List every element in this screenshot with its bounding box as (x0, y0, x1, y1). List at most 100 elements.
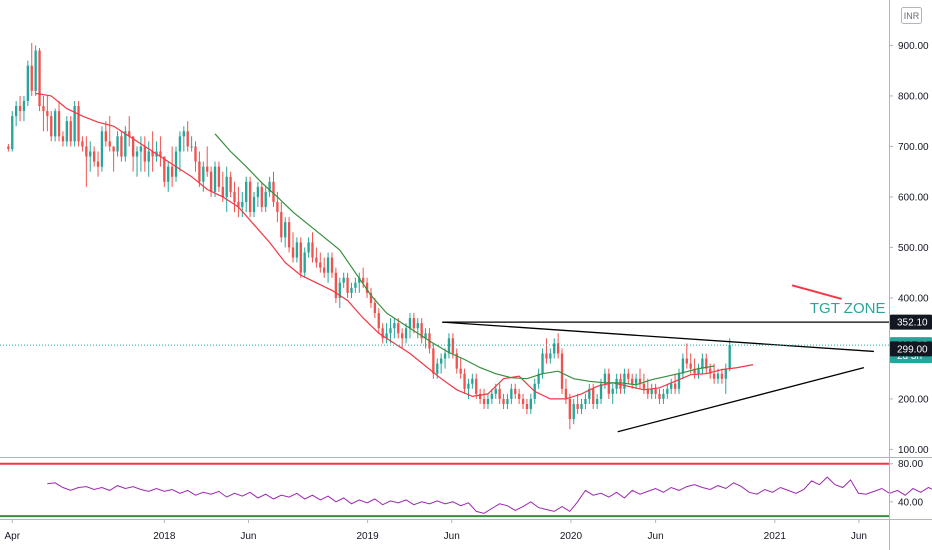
candle (510, 383, 513, 404)
candle (135, 146, 139, 177)
candle-body (139, 146, 143, 152)
triangle-lower-trendline[interactable] (617, 366, 865, 433)
candle (120, 131, 123, 162)
candle (537, 368, 540, 389)
candle-body (498, 388, 501, 399)
candle-body (342, 277, 345, 283)
candle-body (100, 131, 104, 167)
time-axis[interactable]: Apr 2018 Jun 2019 Jun 2020 Jun 2021 Jun (4, 519, 867, 542)
time-tick-label: 2021 (764, 531, 787, 542)
candle-body (315, 257, 318, 263)
candle-body (229, 176, 232, 192)
rsi-axis[interactable]: 40.00 80.00 (889, 459, 923, 508)
candle-body (190, 146, 193, 148)
candle-body (57, 111, 61, 137)
candle-body (194, 146, 197, 162)
candle-body (159, 151, 162, 157)
candle-body (116, 136, 119, 152)
candle-body (389, 328, 392, 334)
candle-body (650, 388, 653, 394)
candle-body (642, 383, 646, 389)
candle (295, 237, 299, 263)
candle (549, 348, 552, 364)
candle (705, 353, 708, 374)
candle (490, 388, 494, 404)
candle-body (108, 141, 111, 147)
candle (342, 272, 345, 288)
price-tick-label: 700.00 (898, 142, 929, 153)
candle-body (400, 333, 404, 339)
candle-body (272, 181, 275, 202)
candle-body (151, 151, 154, 157)
candle (369, 287, 373, 309)
candle (38, 47, 41, 112)
candle (701, 353, 704, 374)
candle-body (104, 131, 108, 142)
candle (268, 176, 271, 197)
triangle-upper-trendline[interactable] (442, 321, 875, 353)
candle-body (420, 323, 423, 339)
candle (439, 353, 443, 374)
candle (50, 111, 53, 142)
candle-body (186, 131, 189, 147)
candle (498, 383, 501, 404)
main-pane[interactable] (0, 42, 889, 433)
candle-body (638, 378, 642, 384)
candle-body (436, 363, 439, 374)
price-axis[interactable]: 100.00 200.00 400.00 500.00 600.00 700.00 800.… (889, 41, 929, 456)
candle (658, 388, 661, 404)
candle-body (319, 262, 322, 268)
candle (124, 126, 127, 162)
price-tag-value: 352.10 (897, 318, 928, 329)
rsi-pane[interactable] (0, 462, 932, 518)
candle (397, 318, 400, 339)
candle-body (61, 136, 65, 142)
target-zone-marker[interactable] (791, 284, 842, 300)
candle (576, 393, 579, 415)
candle (358, 272, 361, 293)
candle-body (416, 323, 419, 329)
candle-body (670, 383, 673, 389)
candle-body (537, 373, 540, 384)
candle-body (120, 136, 123, 157)
candle-body (96, 161, 100, 167)
candle (280, 201, 283, 243)
candle (627, 368, 630, 384)
candle (709, 363, 712, 379)
candle-body (326, 257, 330, 273)
tgt-zone-label[interactable]: TGT ZONE (810, 300, 886, 317)
candle-body (163, 156, 166, 182)
candle (697, 363, 700, 379)
candle (623, 368, 626, 394)
candle-body (233, 191, 236, 202)
candle (89, 141, 92, 172)
candle-body (693, 368, 696, 374)
candle (73, 100, 76, 147)
candle (642, 373, 646, 394)
candle (245, 176, 248, 213)
candle-body (525, 403, 529, 410)
candle-body (167, 166, 170, 182)
candle-body (631, 378, 634, 384)
candle (365, 277, 369, 298)
candle-body (284, 222, 287, 238)
candle-body (241, 201, 244, 208)
candle-body (81, 141, 84, 147)
candle (545, 338, 548, 364)
candle-body (564, 388, 568, 399)
candle-body (362, 277, 365, 283)
candle (685, 343, 688, 369)
candle (654, 383, 657, 399)
candle (459, 358, 462, 379)
candle-body (447, 338, 451, 354)
candle (303, 247, 306, 278)
candle (225, 166, 228, 213)
drawings-group[interactable] (0, 284, 889, 433)
currency-badge[interactable]: INR (901, 7, 922, 24)
candle-body (397, 323, 400, 334)
candle (502, 393, 505, 410)
annotations-group[interactable]: TGT ZONE (810, 300, 886, 317)
candle (350, 282, 353, 298)
candle-body (443, 353, 447, 359)
